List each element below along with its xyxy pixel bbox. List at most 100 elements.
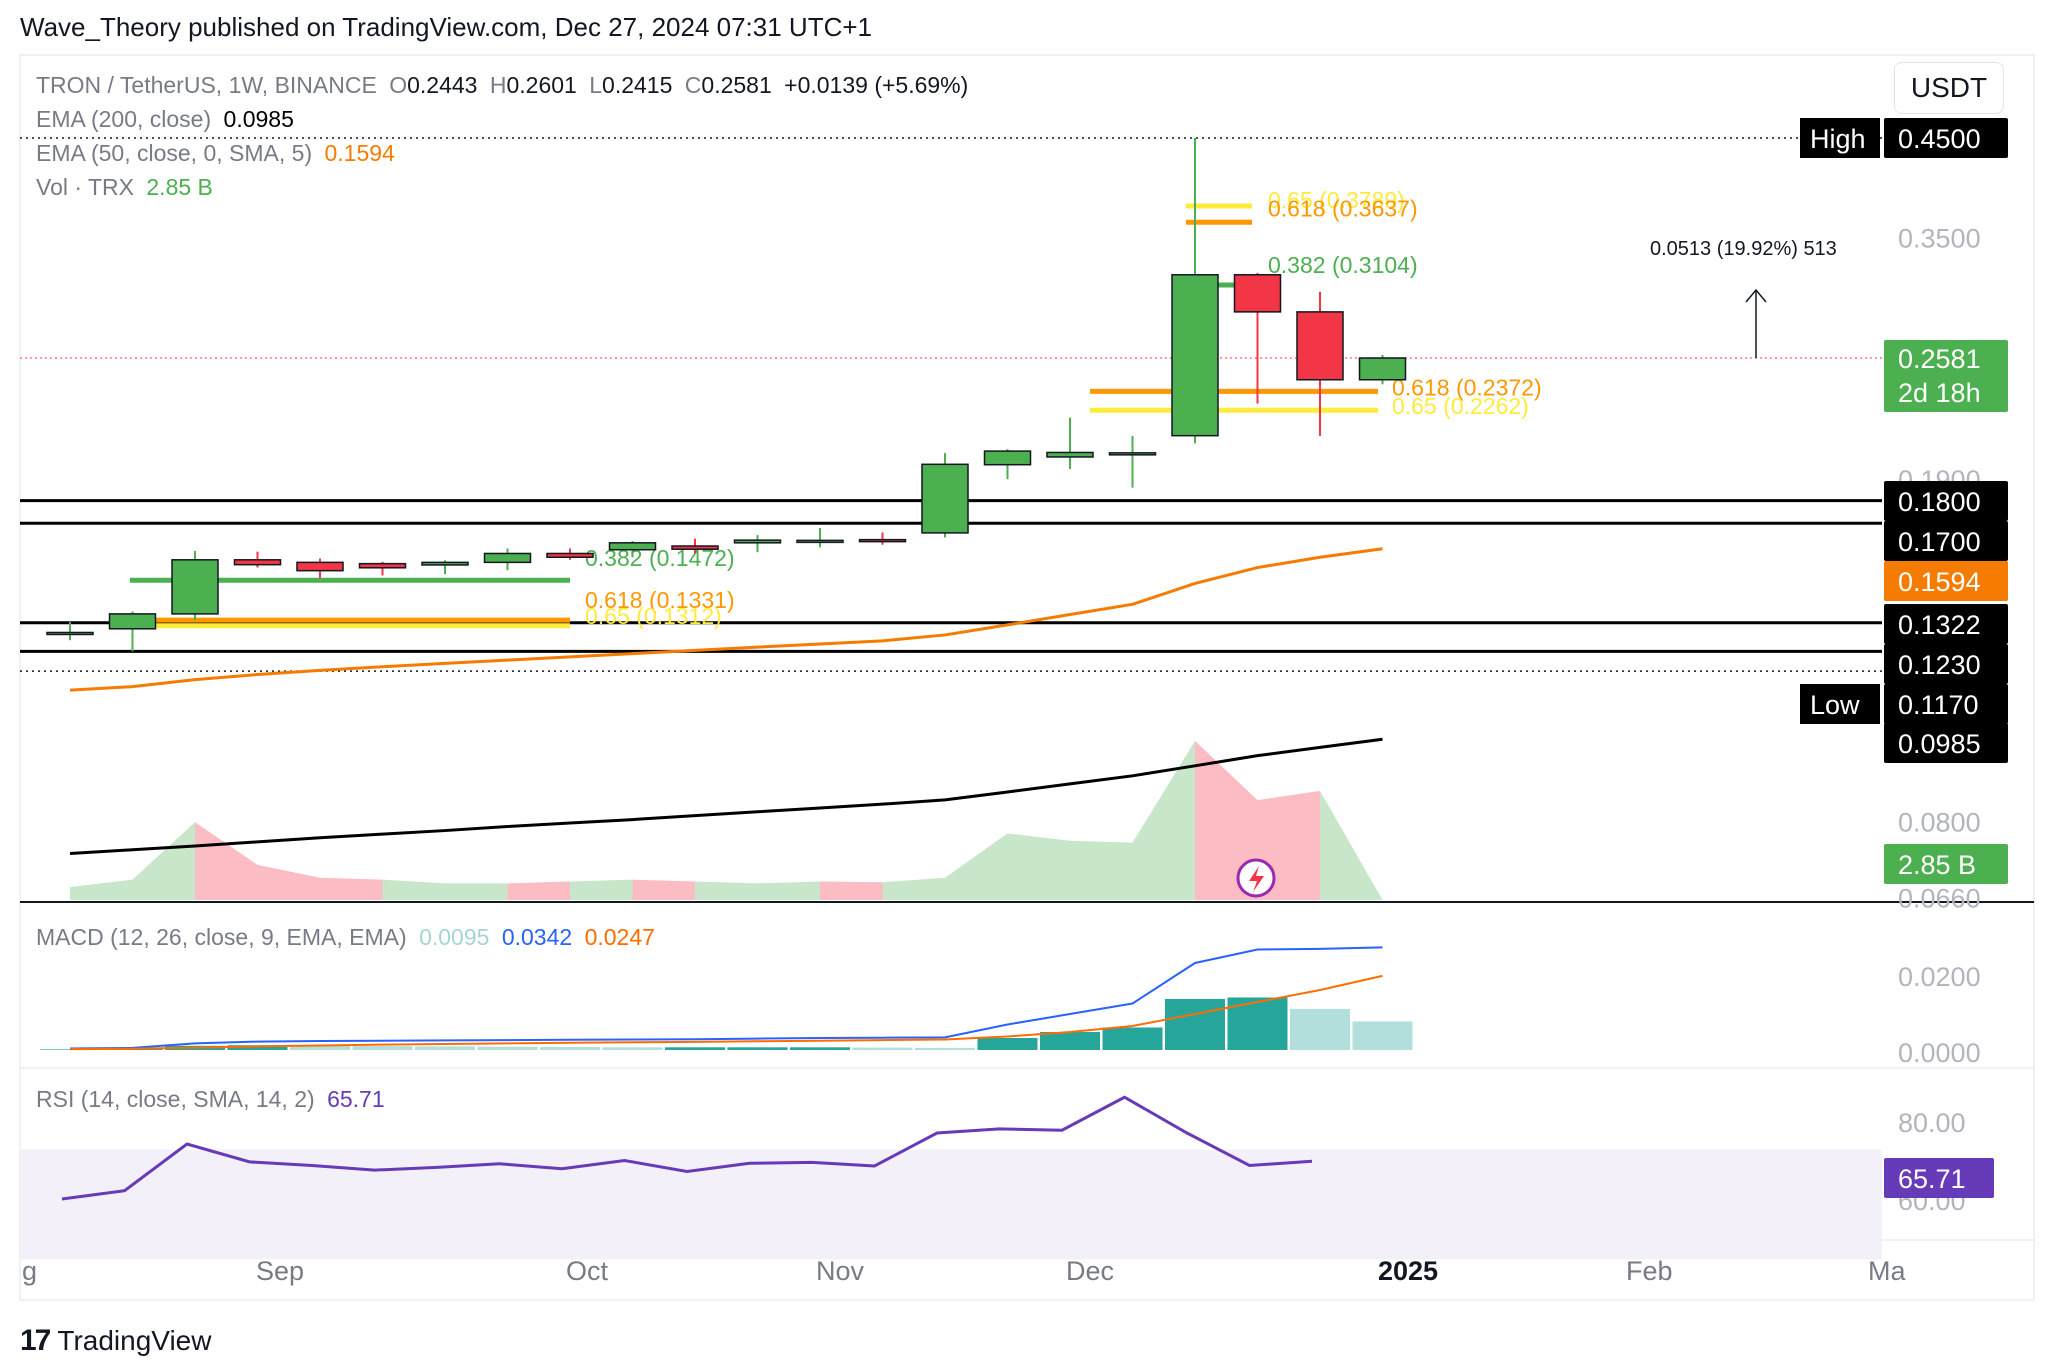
time-axis-tick: Feb: [1626, 1256, 1673, 1286]
volume-area-segment: [507, 881, 570, 900]
macd-hist-bar: [352, 1046, 413, 1050]
ema200-line: [69, 737, 1383, 855]
ema50-line: [69, 547, 1383, 692]
legend-close: C0.2581: [684, 72, 772, 98]
candle-body: [1296, 311, 1344, 381]
fib-low-065-label: 0.65 (0.1312): [585, 603, 722, 629]
candle-body: [546, 552, 594, 559]
volume-area-segment: [1320, 790, 1383, 900]
macd-legend: MACD (12, 26, close, 9, EMA, EMA) 0.0095…: [36, 924, 661, 951]
tradingview-brand[interactable]: 17 TradingView: [20, 1324, 211, 1358]
volume-area-segment: [820, 881, 883, 900]
macd-hist-bar: [1102, 1027, 1163, 1050]
legend-open: O0.2443: [389, 72, 478, 98]
candle-body: [296, 561, 344, 572]
volume-area-segment: [132, 822, 195, 900]
macd-hist-bar: [40, 1049, 100, 1050]
volume-label: Vol · TRX: [36, 174, 134, 200]
high-side-label-bg: [1800, 118, 1880, 158]
volume-area-segment: [320, 877, 383, 900]
ema200-price-tag-bg: [1884, 723, 2008, 763]
macd-hist-value: 0.0095: [419, 924, 490, 950]
tradingview-logo-icon: 17: [20, 1324, 51, 1357]
rsi-axis-tick: 80.00: [1898, 1108, 1966, 1138]
rsi-label: RSI (14, close, SMA, 14, 2): [36, 1086, 315, 1112]
rsi-tag-bg: [1884, 1158, 1994, 1198]
candle-body: [733, 539, 782, 544]
candle-body: [108, 613, 157, 630]
volume-area-segment: [882, 877, 945, 900]
current-price-tag: 0.2581: [1898, 344, 1981, 374]
volume-area-segment: [382, 879, 445, 900]
macd-line: [69, 946, 1383, 1050]
measure-label: 0.0513 (19.92%) 513: [1650, 238, 1837, 260]
candle-body: [796, 539, 844, 544]
current-price-countdown: 2d 18h: [1898, 378, 1981, 408]
candle-body: [233, 559, 282, 566]
time-axis-tick: 2025: [1378, 1256, 1438, 1286]
macd-hist-bar: [1290, 1008, 1350, 1050]
time-axis-tick: Ma: [1868, 1256, 1906, 1286]
candle-body: [1046, 451, 1094, 458]
legend-low: L0.2415: [589, 72, 673, 98]
legend-symbol: TRON / TetherUS, 1W, BINANCE: [36, 72, 377, 98]
time-axis-tick: Nov: [816, 1256, 865, 1286]
candle-body: [1108, 452, 1157, 456]
price-axis-tick: 0.3500: [1898, 223, 1981, 253]
candle-body: [671, 545, 719, 550]
volume-tag-bg: [1884, 844, 2008, 884]
rsi-legend: RSI (14, close, SMA, 14, 2) 65.71: [36, 1086, 391, 1113]
legend-change: +0.0139 (+5.69%): [784, 72, 969, 98]
brand-name: TradingView: [57, 1325, 212, 1356]
candle-body: [921, 463, 969, 534]
current-price-tag-bg: [1884, 340, 2008, 412]
price-axis-tick: 0.0660: [1898, 884, 1981, 914]
level-tag: 0.1800: [1898, 487, 1981, 517]
volume-tag: 2.85 B: [1898, 850, 1976, 880]
ema50-label: EMA (50, close, 0, SMA, 5): [36, 140, 313, 166]
macd-hist-bar: [727, 1047, 788, 1050]
ema50-legend: EMA (50, close, 0, SMA, 5) 0.1594: [36, 140, 401, 167]
volume-area-segment: [1007, 833, 1070, 900]
macd-hist-bar: [915, 1047, 975, 1050]
macd-signal-value: 0.0247: [584, 924, 655, 950]
volume-area-segment: [695, 881, 758, 900]
signal-line: [69, 974, 1383, 1051]
attribution: Wave_Theory published on TradingView.com…: [20, 12, 872, 42]
ema50-value: 0.1594: [324, 140, 395, 166]
ohlc-legend: TRON / TetherUS, 1W, BINANCE O0.2443 H0.…: [36, 72, 974, 99]
volume-area-segment: [195, 822, 258, 900]
volume-area-segment: [757, 881, 820, 900]
currency-button[interactable]: USDT: [1894, 62, 2004, 114]
volume-area-segment: [257, 864, 320, 900]
rsi-line: [61, 1095, 1313, 1201]
level-tag-bg: [1884, 481, 2008, 521]
level-tag-bg: [1884, 604, 2008, 644]
high-price-tag-bg: [1884, 118, 2008, 158]
volume-area-segment: [1195, 740, 1258, 900]
candle-body: [46, 631, 94, 636]
fib-mid-065-label: 0.65 (0.2262): [1392, 393, 1529, 419]
macd-hist-bar: [602, 1047, 663, 1050]
candle-body: [421, 561, 469, 566]
time-axis-tick: g: [22, 1256, 37, 1286]
macd-hist-bar: [415, 1046, 475, 1050]
measure-arrow-head: [1745, 288, 1767, 303]
macd-hist-bar: [790, 1047, 850, 1050]
candle-body: [483, 552, 532, 564]
candle-body: [608, 542, 657, 551]
alert-lightning-bolt: [1249, 866, 1264, 892]
macd-label: MACD (12, 26, close, 9, EMA, EMA): [36, 924, 407, 950]
fib-mid-0618-label: 0.618 (0.2372): [1392, 374, 1542, 400]
low-price-tag-bg: [1884, 684, 2008, 724]
macd-hist-bar: [1165, 999, 1225, 1050]
legend-high: H0.2601: [489, 72, 577, 98]
level-tag: 0.1700: [1898, 527, 1981, 557]
candle-body: [858, 538, 907, 543]
chart-frame: [19, 54, 2035, 1301]
macd-axis-tick: 0.0000: [1898, 1038, 1981, 1068]
candle-body: [358, 562, 407, 569]
ema200-value: 0.0985: [223, 106, 294, 132]
